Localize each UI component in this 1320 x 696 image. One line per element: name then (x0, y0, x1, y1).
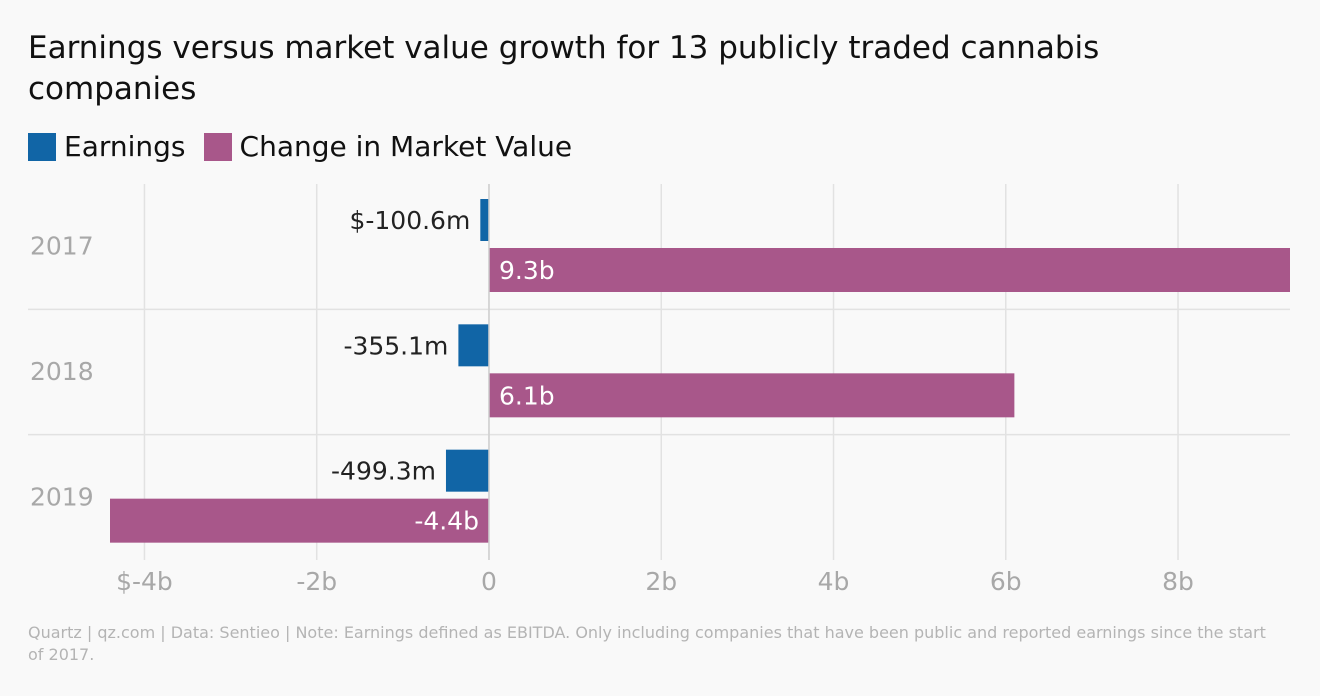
x-tick-label-5: 6b (990, 567, 1022, 596)
market-value-bar-2019 (110, 498, 489, 543)
chart-title: Earnings versus market value growth for … (28, 30, 1100, 107)
market-value-bar-2018 (488, 373, 1015, 418)
legend-label-earnings: Earnings (64, 130, 186, 163)
legend: Earnings Change in Market Value (28, 130, 572, 163)
market-value-label-2017: 9.3b (499, 256, 555, 285)
category-label-2018: 2018 (30, 357, 94, 386)
legend-item-market-value: Change in Market Value (203, 130, 573, 163)
x-tick-label-1: -2b (296, 567, 337, 596)
category-label-2017: 2017 (30, 232, 94, 261)
earnings-label-2019: -499.3m (331, 457, 436, 486)
earnings-bar-2017 (480, 199, 489, 241)
x-tick-label-6: 8b (1162, 567, 1194, 596)
legend-label-market-value: Change in Market Value (239, 130, 573, 163)
x-tick-label-3: 2b (645, 567, 677, 596)
x-tick-label-0: $-4b (116, 567, 173, 596)
earnings-bar-2018 (458, 324, 489, 367)
market-value-bar-2017 (488, 248, 1290, 292)
legend-swatch-earnings (28, 132, 56, 161)
legend-item-earnings: Earnings (28, 130, 186, 163)
bar-chart: $-4b -2b 0 2b 4b 6b 8b 2017 2018 2019 $-100.6m 9.3b… (28, 184, 1290, 596)
earnings-label-2018: -355.1m (343, 331, 448, 360)
legend-swatch-market-value (203, 132, 232, 161)
footer-note: Quartz | qz.com | Data: Sentieo | Note: … (28, 623, 1266, 664)
market-value-label-2019: -4.4b (414, 507, 479, 536)
earnings-label-2017: $-100.6m (349, 206, 470, 235)
earnings-bar-2019 (445, 449, 489, 492)
market-value-label-2018: 6.1b (499, 381, 555, 410)
category-label-2019: 2019 (30, 482, 94, 511)
x-tick-label-2: 0 (481, 567, 497, 596)
x-tick-label-4: 4b (818, 567, 850, 596)
